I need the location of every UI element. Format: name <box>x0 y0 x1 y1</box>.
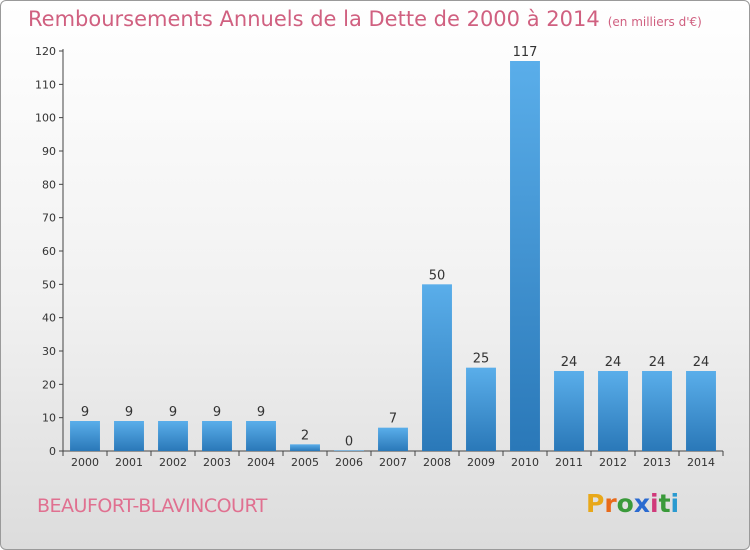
chart-title: Remboursements Annuels de la Dette de 20… <box>28 7 702 31</box>
x-tick-label: 2004 <box>247 456 275 469</box>
y-tick-label: 100 <box>35 112 56 125</box>
bar-value-label: 24 <box>605 355 622 370</box>
bar <box>510 61 540 451</box>
bar <box>114 421 144 451</box>
y-tick-label: 90 <box>42 145 56 158</box>
y-tick-label: 10 <box>42 412 56 425</box>
logo-letter: o <box>616 489 634 518</box>
bars <box>70 61 716 451</box>
bar-value-label: 0 <box>345 434 353 449</box>
bar <box>334 450 364 451</box>
logo-letter: x <box>633 489 650 518</box>
bar-value-label: 9 <box>81 405 89 420</box>
title-text: Remboursements Annuels de la Dette de 20… <box>28 7 600 31</box>
x-tick-label: 2008 <box>423 456 451 469</box>
logo-letter: P <box>586 489 605 518</box>
bar-value-label: 50 <box>429 268 446 283</box>
x-tick-label: 2007 <box>379 456 407 469</box>
bar <box>466 367 496 451</box>
bar-value-label: 9 <box>257 405 265 420</box>
bar <box>378 427 408 451</box>
logo-letter: i <box>670 489 680 518</box>
logo-letter: r <box>604 489 617 518</box>
x-tick-label: 2005 <box>291 456 319 469</box>
bar <box>554 371 584 451</box>
y-tick-label: 20 <box>42 378 56 391</box>
bar-value-label: 24 <box>693 355 710 370</box>
logo-letter: t <box>658 489 671 518</box>
x-tick-label: 2009 <box>467 456 495 469</box>
bar-value-label: 24 <box>561 355 578 370</box>
x-tick-label: 2006 <box>335 456 363 469</box>
x-tick-label: 2014 <box>687 456 715 469</box>
bar <box>246 421 276 451</box>
x-tick-label: 2013 <box>643 456 671 469</box>
x-tick-label: 2003 <box>203 456 231 469</box>
bar <box>422 284 452 451</box>
bar-value-label: 117 <box>513 45 538 60</box>
x-tick-label: 2010 <box>511 456 539 469</box>
labels: 9 2000 9 2001 9 2002 9 2003 9 2004 2 2005 0 2006 7 2007… <box>71 45 715 469</box>
bar <box>686 371 716 451</box>
y-tick-label: 60 <box>42 245 56 258</box>
y-tick-label: 80 <box>42 178 56 191</box>
bar <box>290 444 320 451</box>
x-tick-label: 2012 <box>599 456 627 469</box>
y-tick-label: 110 <box>35 78 56 91</box>
bar <box>70 421 100 451</box>
bar-value-label: 9 <box>125 405 133 420</box>
y-tick-label: 0 <box>49 445 56 458</box>
proxiti-logo: Proxiti <box>586 489 679 518</box>
y-tick-label: 50 <box>42 278 56 291</box>
bar-value-label: 2 <box>301 428 309 443</box>
x-tick-label: 2001 <box>115 456 143 469</box>
unit-label: (en milliers d'€) <box>607 15 702 29</box>
bar-value-label: 9 <box>213 405 221 420</box>
y-tick-label: 40 <box>42 312 56 325</box>
x-tick-label: 2002 <box>159 456 187 469</box>
y-tick-label: 120 <box>35 45 56 58</box>
bar <box>158 421 188 451</box>
logo-letter: i <box>650 489 659 518</box>
commune-name: BEAUFORT-BLAVINCOURT <box>37 495 267 517</box>
bar-value-label: 24 <box>649 355 666 370</box>
y-tick-label: 70 <box>42 212 56 225</box>
x-tick-label: 2000 <box>71 456 99 469</box>
bar-value-label: 9 <box>169 405 177 420</box>
bar-value-label: 25 <box>473 352 490 367</box>
bar <box>598 371 628 451</box>
y-tick-label: 30 <box>42 345 56 358</box>
bar <box>642 371 672 451</box>
bar <box>202 421 232 451</box>
bar-value-label: 7 <box>389 412 397 427</box>
x-tick-label: 2011 <box>555 456 583 469</box>
